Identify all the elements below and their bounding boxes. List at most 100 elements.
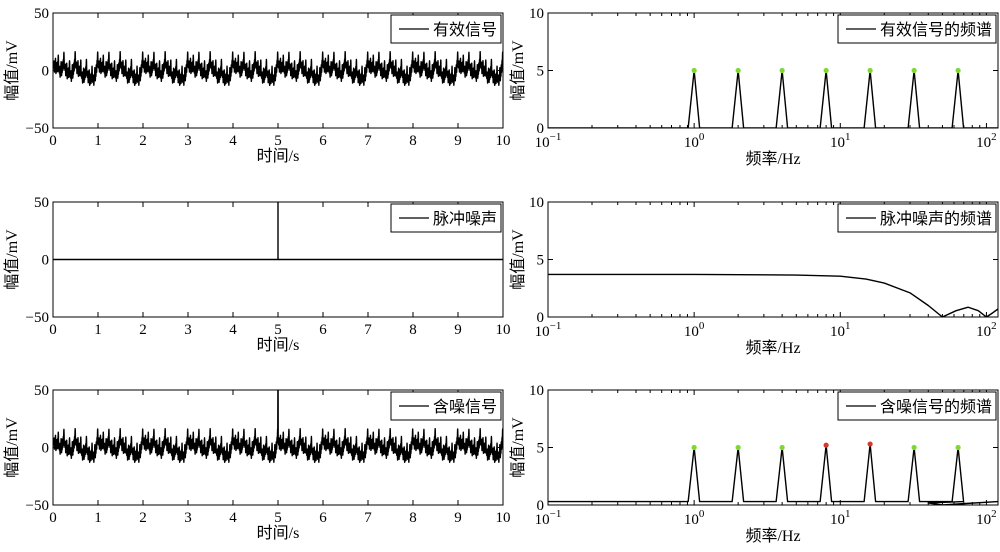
plot-area	[53, 390, 503, 463]
x-axis-label: 时间/s	[257, 336, 300, 354]
plot-area	[548, 273, 998, 317]
x-tick-label: 101	[830, 131, 851, 151]
x-tick-label: 8	[409, 510, 417, 526]
legend: 脉冲噪声的频谱	[837, 203, 997, 233]
y-axis-label: 幅值/mV	[509, 229, 527, 290]
y-tick-label: 50	[34, 383, 49, 399]
y-tick-label: 50	[34, 6, 49, 22]
legend-label: 脉冲噪声的频谱	[880, 210, 992, 228]
legend: 有效信号	[390, 14, 502, 44]
x-tick-label: 0	[49, 133, 57, 149]
y-tick-label: −50	[26, 310, 49, 326]
y-axis-label: 幅值/mV	[3, 40, 21, 101]
peak-marker	[867, 67, 873, 74]
x-tick-label: 10−1	[535, 508, 562, 528]
x-tick-label: 0	[49, 510, 57, 526]
x-tick-label: 9	[454, 133, 462, 149]
y-tick-label: 0	[42, 441, 50, 457]
x-axis-label: 时间/s	[257, 524, 300, 542]
x-tick-label: 5	[274, 510, 282, 526]
legend: 含噪信号的频谱	[837, 391, 997, 421]
plot-area	[548, 69, 998, 128]
y-tick-label: 0	[42, 64, 50, 80]
peak-marker	[779, 67, 785, 74]
y-tick-label: 5	[537, 64, 545, 80]
y-tick-label: 10	[529, 6, 544, 22]
peak-marker	[955, 444, 961, 451]
peak-marker	[867, 441, 873, 447]
x-axis-label: 频率/Hz	[745, 339, 800, 357]
x-tick-label: 7	[364, 133, 372, 149]
plot-area	[548, 443, 998, 505]
y-tick-label: 5	[537, 253, 545, 269]
series-line	[548, 443, 998, 505]
x-tick-label: 100	[684, 131, 705, 151]
y-axis-label: 幅值/mV	[3, 229, 21, 290]
y-tick-label: 5	[537, 441, 545, 457]
x-tick-label: 10−1	[535, 131, 562, 151]
chart-spectrum-signal: 10−1 100 101 102 0 5 10 频率/Hz 幅值/mV 有效信号的频谱	[509, 6, 999, 168]
x-tick-label: 101	[830, 508, 851, 528]
legend-label: 有效信号的频谱	[880, 21, 992, 39]
x-tick-label: 100	[684, 320, 705, 340]
x-tick-label: 6	[319, 322, 327, 338]
x-tick-label: 4	[229, 322, 237, 338]
x-tick-label: 6	[319, 133, 327, 149]
peak-marker	[911, 67, 917, 74]
y-tick-label: 0	[537, 310, 545, 326]
y-tick-label: 10	[529, 195, 544, 211]
y-tick-label: 0	[42, 253, 50, 269]
x-tick-label: 4	[229, 133, 237, 149]
x-axis-label: 频率/Hz	[745, 150, 800, 168]
x-tick-label: 8	[409, 322, 417, 338]
plot-area	[53, 51, 503, 86]
x-tick-label: 6	[319, 510, 327, 526]
x-tick-label: 5	[274, 133, 282, 149]
series-line	[548, 69, 998, 128]
y-tick-label: 50	[34, 195, 49, 211]
y-tick-label: 10	[529, 383, 544, 399]
x-tick-label: 2	[139, 133, 147, 149]
peak-marker	[823, 67, 829, 74]
x-tick-label: 2	[139, 510, 147, 526]
x-tick-label: 0	[49, 322, 57, 338]
legend-label: 脉冲噪声	[433, 210, 497, 228]
series-line	[53, 202, 503, 261]
series-line	[548, 273, 998, 317]
x-tick-label: 10	[496, 510, 511, 526]
x-tick-label: 3	[184, 133, 192, 149]
x-tick-label: 100	[684, 508, 705, 528]
peak-marker	[735, 67, 741, 74]
x-tick-label: 101	[830, 320, 851, 340]
x-tick-label: 1	[94, 322, 102, 338]
peak-marker	[735, 444, 741, 451]
x-axis-label: 频率/Hz	[745, 527, 800, 545]
legend-label: 含噪信号的频谱	[880, 398, 992, 416]
series-line	[53, 390, 503, 463]
x-tick-label: 8	[409, 133, 417, 149]
chart-spectrum-noise: 10−1 100 101 102 0 5 10 频率/Hz 幅值/mV 脉冲噪声的频谱	[509, 195, 999, 357]
x-tick-label: 1	[94, 510, 102, 526]
x-tick-label: 10	[496, 322, 511, 338]
x-tick-label: 7	[364, 510, 372, 526]
x-tick-label: 3	[184, 510, 192, 526]
y-axis-label: 幅值/mV	[509, 40, 527, 101]
legend-label: 含噪信号	[433, 398, 497, 416]
x-tick-label: 2	[139, 322, 147, 338]
x-tick-label: 3	[184, 322, 192, 338]
y-tick-label: −50	[26, 121, 49, 137]
peak-marker	[823, 442, 829, 448]
legend-label: 有效信号	[433, 21, 497, 39]
plot-area	[53, 202, 503, 261]
x-tick-label: 9	[454, 510, 462, 526]
x-tick-label: 4	[229, 510, 237, 526]
peak-marker	[691, 444, 697, 451]
chart-spectrum-noisy: 10−1 100 101 102 0 5 10 频率/Hz 幅值/mV 含噪信号的频谱	[509, 383, 999, 545]
peak-marker	[691, 67, 697, 74]
y-axis-label: 幅值/mV	[509, 417, 527, 478]
y-axis-label: 幅值/mV	[3, 417, 21, 478]
